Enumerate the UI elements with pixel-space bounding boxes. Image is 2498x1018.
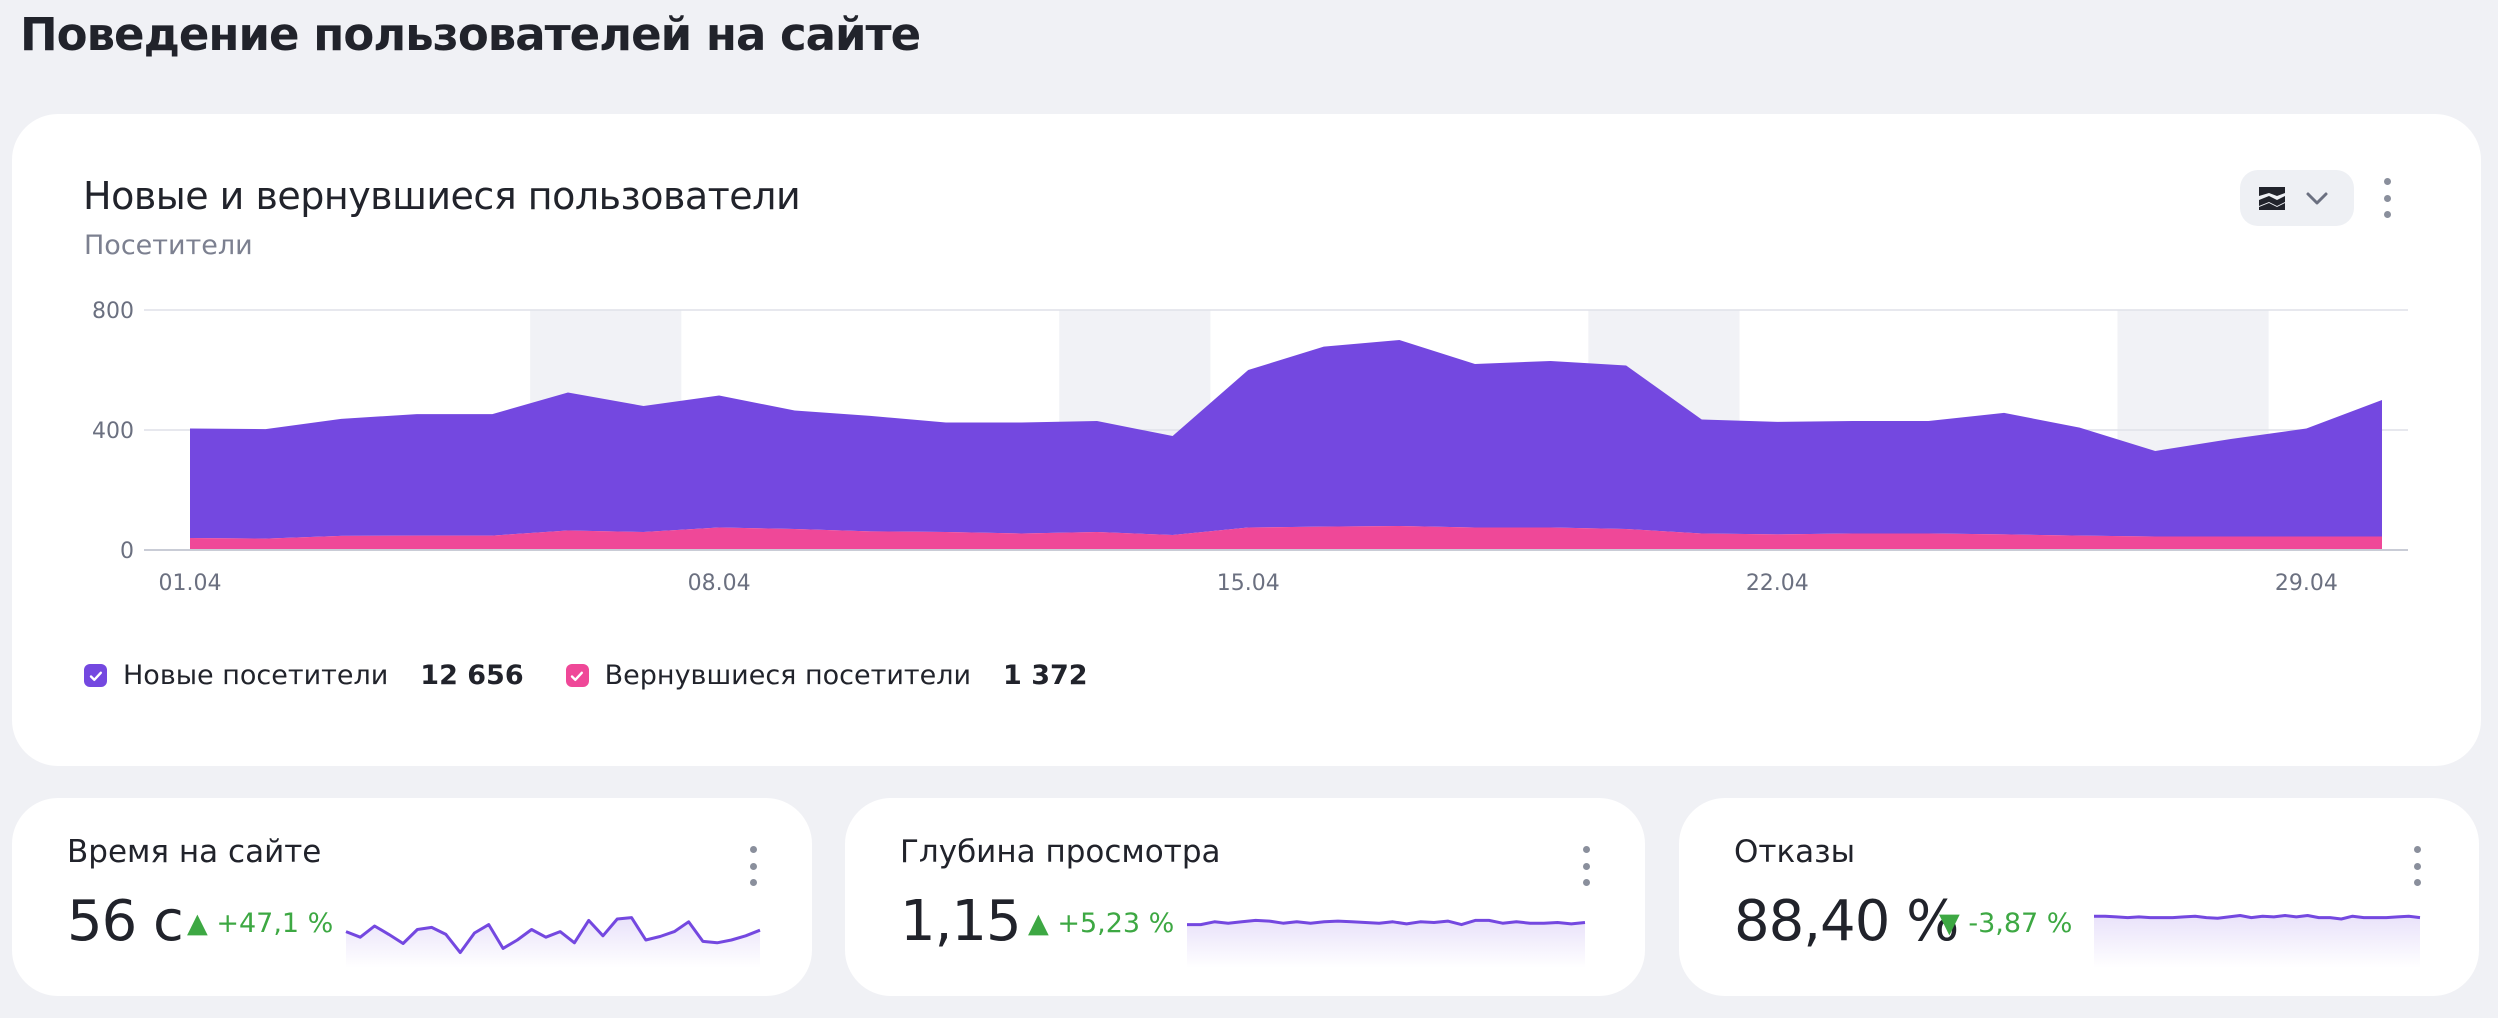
more-vertical-icon[interactable] — [2411, 846, 2423, 886]
series-area-new-visitors — [190, 340, 2382, 539]
sparkline-fill — [2094, 915, 2420, 968]
kpi-value: 56 с — [67, 889, 184, 954]
page-title: Поведение пользователей на сайте — [20, 8, 921, 61]
y-tick-label: 0 — [120, 539, 134, 564]
series-area-returning-visitors — [190, 526, 2382, 550]
sparkline-chart — [2094, 914, 2421, 968]
more-vertical-icon[interactable] — [1580, 846, 1592, 886]
sparkline-line — [2094, 914, 2421, 921]
x-tick-label: 08.04 — [688, 571, 751, 596]
y-tick-label: 400 — [92, 419, 134, 444]
checkbox-checked-icon[interactable] — [84, 664, 107, 687]
sparkline-line — [345, 916, 761, 955]
kpi-title: Глубина просмотра — [900, 834, 1221, 870]
sparkline-fill — [1187, 920, 1585, 968]
chart-title: Новые и вернувшиеся пользователи — [83, 174, 801, 218]
visitors-area-chart: 800 400 0 01.04 08.04 15.04 22.04 29.04 — [92, 299, 2408, 596]
legend: Новые посетители 12 656 Вернувшиеся посе… — [84, 660, 1130, 691]
chart-subtitle: Посетители — [84, 230, 253, 261]
legend-label: Вернувшиеся посетители — [604, 660, 972, 691]
sparkline-chart — [345, 916, 761, 968]
sparkline-chart — [1187, 918, 1586, 968]
x-tick-label: 29.04 — [2275, 571, 2338, 596]
kpi-delta: ▲ +5,23 % — [1028, 908, 1175, 939]
sparkline-line — [1187, 918, 1586, 927]
chart-type-dropdown[interactable] — [2240, 170, 2354, 226]
kpi-delta: ▼ -3,87 % — [1939, 908, 2073, 939]
checkbox-checked-icon[interactable] — [565, 664, 589, 687]
x-tick-label: 15.04 — [1217, 571, 1280, 596]
kpi-card-bounces: Отказы 88,40 % ▼ -3,87 % — [1679, 798, 2479, 996]
kpi-delta: ▲ +47,1 % — [187, 908, 334, 939]
legend-label: Новые посетители — [123, 660, 389, 691]
more-vertical-icon[interactable] — [747, 846, 759, 886]
y-tick-label: 800 — [92, 299, 134, 324]
stacked-area-icon — [2259, 187, 2285, 210]
kpi-value: 88,40 % — [1734, 889, 1959, 954]
chevron-down-icon — [2306, 192, 2328, 205]
new-returning-users-card: Новые и вернувшиеся пользователи Посетит… — [12, 114, 2481, 766]
kpi-value: 1,15 — [900, 889, 1022, 954]
kpi-card-page-depth: Глубина просмотра 1,15 ▲ +5,23 % — [845, 798, 1645, 996]
legend-item-new-visitors[interactable]: Новые посетители 12 656 — [84, 660, 524, 691]
kpi-title: Отказы — [1734, 834, 1856, 870]
sparkline-fill — [346, 917, 760, 968]
kpi-title: Время на сайте — [67, 834, 322, 870]
legend-value: 1 372 — [1003, 660, 1088, 691]
kpi-card-time-on-site: Время на сайте 56 с ▲ +47,1 % — [12, 798, 812, 996]
legend-value: 12 656 — [420, 660, 524, 691]
more-vertical-icon[interactable] — [2381, 178, 2393, 218]
x-tick-label: 22.04 — [1746, 571, 1809, 596]
legend-item-returning-visitors[interactable]: Вернувшиеся посетители 1 372 — [565, 660, 1088, 691]
x-tick-label: 01.04 — [159, 571, 222, 596]
